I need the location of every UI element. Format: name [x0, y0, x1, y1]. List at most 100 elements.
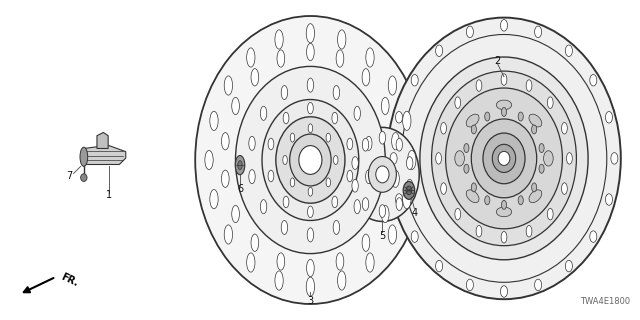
- Ellipse shape: [497, 100, 512, 110]
- Ellipse shape: [532, 183, 537, 192]
- Ellipse shape: [210, 189, 218, 209]
- Text: FR.: FR.: [60, 272, 80, 288]
- Ellipse shape: [561, 183, 567, 194]
- Ellipse shape: [436, 45, 443, 57]
- Ellipse shape: [365, 136, 372, 150]
- Ellipse shape: [326, 133, 331, 142]
- Ellipse shape: [332, 196, 338, 208]
- Ellipse shape: [369, 156, 396, 192]
- Ellipse shape: [236, 66, 385, 253]
- Ellipse shape: [232, 205, 239, 223]
- Ellipse shape: [354, 106, 360, 120]
- Ellipse shape: [268, 170, 274, 182]
- Ellipse shape: [529, 190, 542, 203]
- Ellipse shape: [497, 207, 512, 217]
- Ellipse shape: [403, 181, 415, 199]
- Ellipse shape: [307, 78, 314, 92]
- Ellipse shape: [365, 170, 372, 184]
- Ellipse shape: [441, 123, 447, 134]
- Text: 2: 2: [495, 56, 500, 66]
- Ellipse shape: [224, 225, 232, 244]
- Ellipse shape: [352, 157, 358, 170]
- Ellipse shape: [347, 170, 353, 182]
- Ellipse shape: [408, 150, 416, 170]
- Polygon shape: [97, 132, 108, 148]
- Text: 5: 5: [380, 231, 385, 241]
- Ellipse shape: [275, 271, 284, 290]
- Ellipse shape: [346, 127, 419, 221]
- Ellipse shape: [205, 150, 213, 170]
- Ellipse shape: [283, 156, 287, 164]
- Ellipse shape: [260, 106, 267, 120]
- Ellipse shape: [251, 234, 259, 252]
- Ellipse shape: [307, 206, 314, 218]
- Ellipse shape: [307, 43, 314, 60]
- Ellipse shape: [406, 157, 413, 170]
- Ellipse shape: [275, 30, 284, 49]
- Ellipse shape: [500, 20, 508, 31]
- Ellipse shape: [299, 146, 322, 174]
- Ellipse shape: [307, 259, 314, 276]
- Ellipse shape: [376, 166, 389, 183]
- Ellipse shape: [547, 97, 553, 108]
- Ellipse shape: [396, 112, 403, 123]
- Ellipse shape: [406, 186, 412, 195]
- Ellipse shape: [80, 147, 88, 166]
- Ellipse shape: [565, 260, 572, 272]
- Ellipse shape: [484, 196, 490, 205]
- Ellipse shape: [467, 279, 474, 291]
- Ellipse shape: [436, 153, 442, 164]
- Ellipse shape: [333, 85, 340, 100]
- Ellipse shape: [290, 133, 294, 142]
- Ellipse shape: [332, 112, 338, 124]
- Ellipse shape: [547, 208, 553, 220]
- Ellipse shape: [526, 226, 532, 237]
- Ellipse shape: [333, 220, 340, 235]
- Ellipse shape: [307, 102, 314, 114]
- Ellipse shape: [539, 164, 544, 173]
- Ellipse shape: [566, 153, 572, 164]
- Ellipse shape: [347, 138, 353, 150]
- Ellipse shape: [277, 50, 285, 67]
- Ellipse shape: [403, 189, 411, 209]
- Ellipse shape: [420, 57, 588, 260]
- Ellipse shape: [403, 111, 411, 131]
- Ellipse shape: [534, 26, 541, 38]
- Ellipse shape: [501, 74, 507, 85]
- Ellipse shape: [464, 164, 469, 173]
- Ellipse shape: [381, 205, 389, 223]
- Ellipse shape: [337, 271, 346, 290]
- Ellipse shape: [431, 71, 577, 246]
- Ellipse shape: [232, 97, 239, 115]
- Ellipse shape: [354, 200, 360, 214]
- Ellipse shape: [441, 183, 447, 194]
- Ellipse shape: [290, 134, 331, 186]
- Ellipse shape: [366, 253, 374, 272]
- Ellipse shape: [464, 144, 469, 153]
- Ellipse shape: [605, 112, 612, 123]
- Ellipse shape: [326, 178, 331, 187]
- Ellipse shape: [290, 178, 294, 187]
- Ellipse shape: [590, 75, 597, 86]
- Text: 1: 1: [106, 190, 112, 200]
- Ellipse shape: [238, 161, 243, 170]
- Ellipse shape: [276, 117, 345, 203]
- Ellipse shape: [262, 100, 359, 220]
- Ellipse shape: [336, 253, 344, 270]
- Ellipse shape: [380, 205, 385, 218]
- Ellipse shape: [436, 260, 443, 272]
- Ellipse shape: [221, 170, 229, 188]
- Ellipse shape: [362, 138, 369, 151]
- Ellipse shape: [268, 138, 274, 150]
- Ellipse shape: [502, 108, 507, 116]
- Ellipse shape: [467, 26, 474, 38]
- Ellipse shape: [246, 48, 255, 67]
- Ellipse shape: [502, 200, 507, 209]
- Ellipse shape: [387, 18, 621, 299]
- Ellipse shape: [352, 179, 358, 192]
- Ellipse shape: [590, 231, 597, 242]
- Ellipse shape: [501, 231, 507, 243]
- Ellipse shape: [526, 80, 532, 91]
- Ellipse shape: [277, 253, 285, 270]
- Ellipse shape: [283, 112, 289, 124]
